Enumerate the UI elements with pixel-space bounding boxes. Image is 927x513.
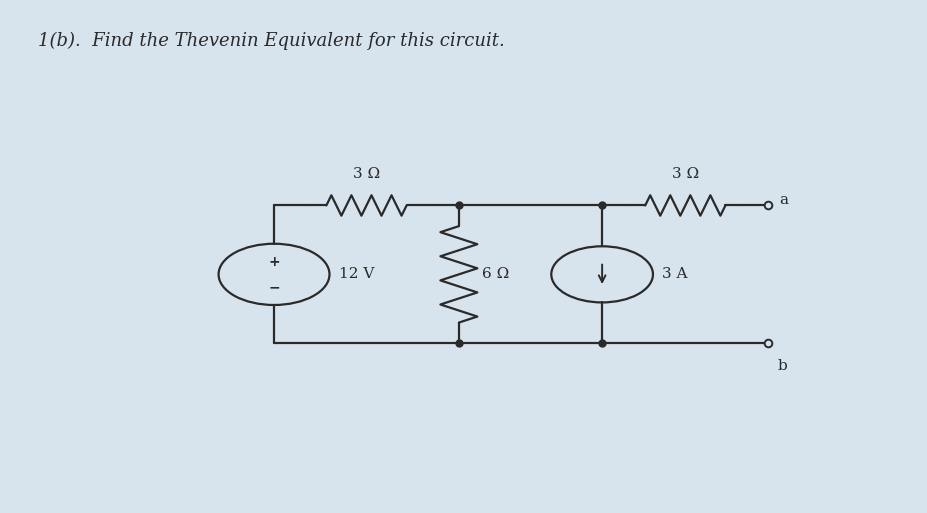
Text: a: a	[780, 193, 789, 207]
Text: +: +	[268, 254, 280, 268]
Text: 12 V: 12 V	[338, 267, 375, 281]
Text: 3 Ω: 3 Ω	[672, 167, 699, 181]
Text: b: b	[778, 359, 787, 372]
Text: 1(b).  Find the Thevenin Equivalent for this circuit.: 1(b). Find the Thevenin Equivalent for t…	[38, 32, 505, 50]
Text: 6 Ω: 6 Ω	[482, 267, 509, 281]
Text: −: −	[268, 280, 280, 294]
Text: 3 A: 3 A	[662, 267, 688, 281]
Text: 3 Ω: 3 Ω	[353, 167, 380, 181]
